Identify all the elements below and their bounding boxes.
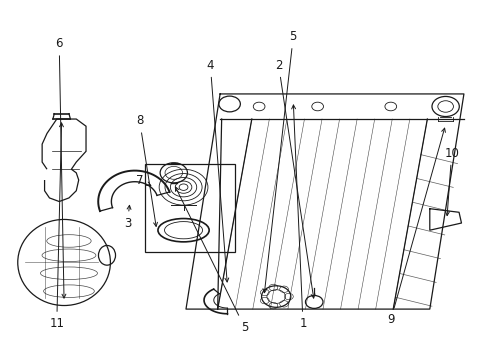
Text: 1: 1 — [291, 105, 306, 330]
Text: 5: 5 — [263, 30, 296, 293]
Text: 8: 8 — [136, 114, 157, 226]
Text: 3: 3 — [123, 205, 131, 230]
Text: 9: 9 — [386, 128, 445, 327]
Text: 6: 6 — [55, 37, 66, 298]
Text: 5: 5 — [175, 187, 248, 333]
Text: 11: 11 — [49, 123, 64, 330]
Text: 2: 2 — [274, 59, 314, 298]
Bar — [144, 164, 234, 252]
Text: 10: 10 — [444, 147, 458, 216]
Text: 7: 7 — [136, 174, 150, 186]
Text: 4: 4 — [206, 59, 228, 282]
